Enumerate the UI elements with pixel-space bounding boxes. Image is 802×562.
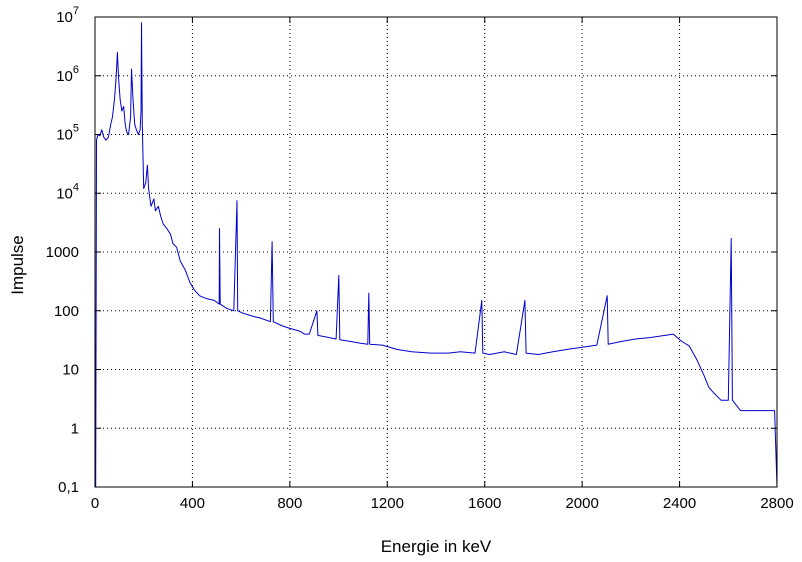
x-tick-label: 2800 (760, 495, 793, 512)
y-tick-label: 1 (71, 420, 79, 437)
x-tick-label: 2400 (663, 495, 696, 512)
x-axis-label: Energie in keV (381, 537, 492, 556)
spectrum-series-line (95, 22, 778, 488)
y-tick-label: 106 (56, 64, 79, 85)
y-tick-label: 104 (56, 181, 79, 202)
y-tick-label: 10 (62, 362, 79, 379)
y-tick-labels: 0,1 1 10 100 1000 104 105 106 107 (46, 5, 79, 496)
y-tick-label: 105 (56, 123, 79, 144)
x-tick-labels: 0 400 800 1200 1600 2000 2400 2800 (91, 495, 794, 512)
tick-marks (94, 16, 778, 488)
x-tick-label: 1600 (468, 495, 501, 512)
x-tick-label: 1200 (371, 495, 404, 512)
y-tick-label: 107 (56, 5, 79, 26)
x-tick-label: 0 (91, 495, 99, 512)
y-tick-label: 100 (54, 303, 79, 320)
y-axis-label: Impulse (8, 235, 27, 295)
grid-lines (95, 17, 777, 487)
y-tick-label: 0,1 (58, 479, 79, 496)
series-layer (95, 22, 778, 488)
y-tick-label: 1000 (46, 244, 79, 261)
x-tick-label: 400 (180, 495, 205, 512)
x-tick-label: 2000 (565, 495, 598, 512)
x-tick-label: 800 (277, 495, 302, 512)
